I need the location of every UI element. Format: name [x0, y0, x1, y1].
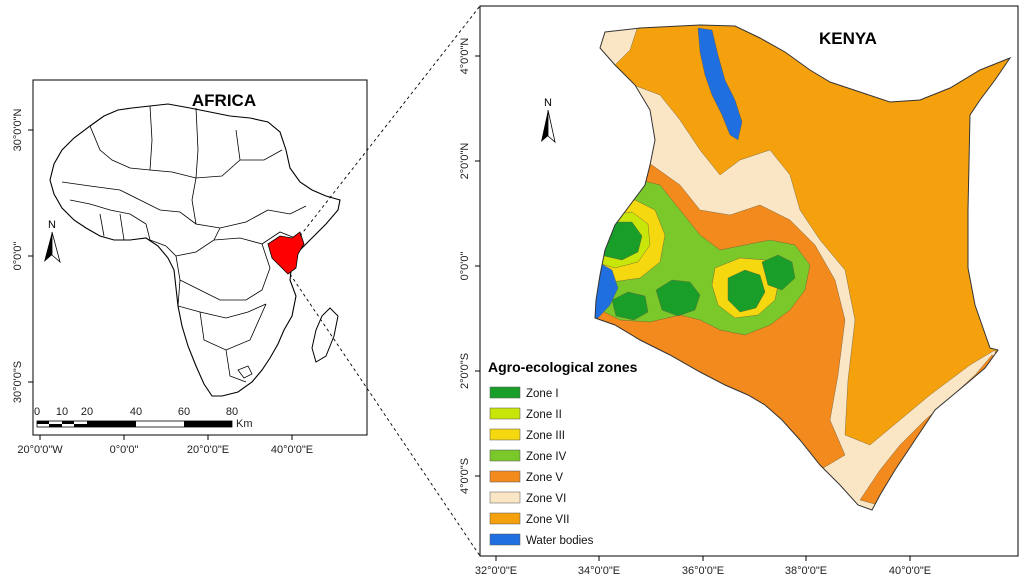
- zone-i-central: [655, 279, 701, 317]
- legend-item-zone-iv: Zone IV: [489, 449, 567, 463]
- legend-label: Zone III: [526, 430, 565, 442]
- scale-unit: Km: [236, 418, 253, 430]
- africa-scale-bar: 0 10 20 40 60 80 Km: [34, 406, 253, 430]
- legend-swatch: [489, 386, 521, 399]
- legend-label: Zone I: [526, 388, 559, 400]
- legend: Agro-ecological zones Zone I Zone II Zon…: [488, 359, 638, 547]
- legend-item-zone-i: Zone I: [489, 386, 559, 400]
- zone-i-west-south: [611, 291, 649, 321]
- scale-label-60: 60: [178, 406, 190, 418]
- lake-turkana: [697, 27, 743, 141]
- kenya-xtick-32e: 32°0'0"E: [475, 565, 517, 577]
- africa-north-label: N: [48, 219, 56, 231]
- scale-label-0: 0: [34, 406, 40, 418]
- africa-xtick-20e: 20°0'0"E: [187, 444, 229, 456]
- madagascar: [311, 307, 339, 363]
- africa-xtick-20w: 20°0'0"W: [17, 444, 63, 456]
- scale-label-10: 10: [56, 406, 68, 418]
- scale-label-40: 40: [130, 406, 142, 418]
- legend-swatch: [489, 428, 521, 441]
- zone-i-aberdare: [761, 254, 796, 291]
- legend-item-zone-iii: Zone III: [489, 428, 565, 442]
- legend-label: Zone V: [526, 472, 563, 484]
- legend-swatch: [489, 512, 521, 525]
- africa-ytick-0: 0°0'0": [12, 242, 24, 271]
- legend-item-zone-vi: Zone VI: [489, 491, 566, 505]
- zone-i-mt-kenya: [727, 269, 766, 313]
- legend-label: Zone VII: [526, 514, 569, 526]
- kenya-ytick-4n: 4°0'0"N: [459, 38, 471, 75]
- legend-label: Zone VI: [526, 493, 566, 505]
- kenya-north-arrow: N: [541, 97, 556, 144]
- africa-ytick-30s: 30°0'0"S: [12, 361, 24, 403]
- legend-label: Zone IV: [526, 451, 567, 463]
- kenya-north-label: N: [544, 97, 552, 109]
- legend-title: Agro-ecological zones: [488, 359, 638, 375]
- africa-ytick-30n: 30°0'0"N: [12, 109, 24, 152]
- kenya-xtick-36e: 36°0'0"E: [682, 565, 724, 577]
- africa-xtick-40e: 40°0'0"E: [271, 444, 313, 456]
- legend-swatch: [489, 533, 521, 546]
- legend-label: Water bodies: [526, 535, 594, 547]
- kenya-ytick-2s: 2°0'0"S: [459, 353, 471, 389]
- kenya-ytick-0: 0°0'0": [459, 252, 471, 281]
- legend-label: Zone II: [526, 409, 562, 421]
- kenya-xtick-38e: 38°0'0"E: [785, 565, 827, 577]
- legend-item-zone-ii: Zone II: [489, 407, 562, 421]
- legend-swatch: [489, 449, 521, 462]
- kenya-ytick-4s: 4°0'0"S: [459, 458, 471, 494]
- legend-swatch: [489, 407, 521, 420]
- legend-item-zone-v: Zone V: [489, 470, 563, 484]
- africa-y-axis: 30°0'0"N 0°0'0" 30°0'0"S: [12, 109, 33, 403]
- africa-x-axis: 20°0'0"W 0°0'0" 20°0'0"E 40°0'0"E: [17, 435, 313, 456]
- legend-item-zone-vii: Zone VII: [489, 512, 569, 526]
- legend-swatch: [489, 470, 521, 483]
- africa-country-borders: [61, 105, 307, 383]
- kenya-panel: KENYA N 4°0'0"N 2°0'0"N 0°0'0" 2°0'0"S 4…: [459, 5, 1019, 577]
- kenya-xtick-40e: 40°0'0"E: [889, 565, 931, 577]
- legend-swatch: [489, 491, 521, 504]
- kenya-title: KENYA: [819, 29, 877, 48]
- legend-item-water-bodies: Water bodies: [489, 533, 594, 547]
- africa-panel: AFRICA N 0 10 20 40 60 80 Km: [12, 79, 368, 456]
- africa-xtick-0: 0°0'0": [110, 444, 139, 456]
- kenya-outline: [594, 24, 1012, 511]
- scale-label-80: 80: [226, 406, 238, 418]
- kenya-highlight: [267, 231, 305, 275]
- kenya-ytick-2n: 2°0'0"N: [459, 143, 471, 180]
- kenya-xtick-34e: 34°0'0"E: [578, 565, 620, 577]
- scale-label-20: 20: [81, 406, 93, 418]
- africa-north-arrow: N: [44, 219, 61, 264]
- africa-continent: [49, 103, 341, 397]
- kenya-y-axis: 4°0'0"N 2°0'0"N 0°0'0" 2°0'0"S 4°0'0"S: [459, 38, 480, 494]
- kenya-x-axis: 32°0'0"E 34°0'0"E 36°0'0"E 38°0'0"E 40°0…: [475, 556, 931, 577]
- africa-title: AFRICA: [192, 91, 256, 110]
- zoom-connector-lines: [289, 5, 481, 557]
